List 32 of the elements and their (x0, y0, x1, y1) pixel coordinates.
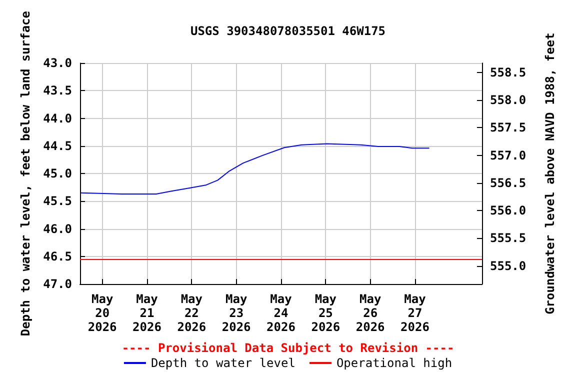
legend-label: Depth to water level (150, 356, 296, 370)
x-tick-label: May 21 2026 (132, 292, 162, 334)
y-tick-label: 44.5 (43, 138, 72, 153)
y-tick-label: 45.0 (43, 166, 72, 181)
y2-tick-label: 555.0 (490, 258, 526, 273)
y-tick-label: 46.0 (43, 222, 72, 236)
y-tick-label: 44.0 (43, 111, 72, 126)
y-tick-label: 47.0 (43, 277, 72, 291)
y-tick-label: 45.5 (43, 194, 72, 208)
y2-tick-label: 557.0 (490, 148, 526, 162)
y2-tick-label: 558.5 (490, 65, 526, 80)
y2-axis-title: Groundwater level above NAVD 1988, feet (543, 32, 557, 314)
y2-tick-label: 555.5 (490, 231, 526, 246)
y2-tick-label: 556.5 (490, 176, 526, 190)
x-tick-label: May 23 2026 (222, 292, 251, 334)
y-axis-title: Depth to water level, feet below land surface (18, 11, 33, 336)
legend-label: Operational high (336, 356, 452, 370)
x-tick-label: May 24 2026 (266, 292, 296, 334)
x-tick-label: May 25 2026 (311, 292, 340, 334)
x-tick-label: May 27 2026 (400, 292, 430, 334)
x-tick-label: May 26 2026 (356, 292, 385, 334)
y-tick-label: 43.0 (43, 56, 72, 70)
text: ---- Provisional Data Subject to Revision ---- (122, 341, 454, 355)
y2-tick-label: 556.0 (490, 204, 526, 218)
y-tick-label: 43.5 (43, 84, 72, 98)
y2-tick-label: 557.5 (490, 120, 526, 135)
y-tick-label: 46.5 (43, 249, 72, 264)
line-series (80, 143, 430, 194)
chart-title: USGS 390348078035501 46W175 (190, 24, 386, 38)
x-tick-label: May 20 2026 (88, 292, 117, 334)
x-tick-label: May 22 2026 (177, 292, 206, 334)
y2-tick-label: 558.0 (490, 93, 526, 108)
